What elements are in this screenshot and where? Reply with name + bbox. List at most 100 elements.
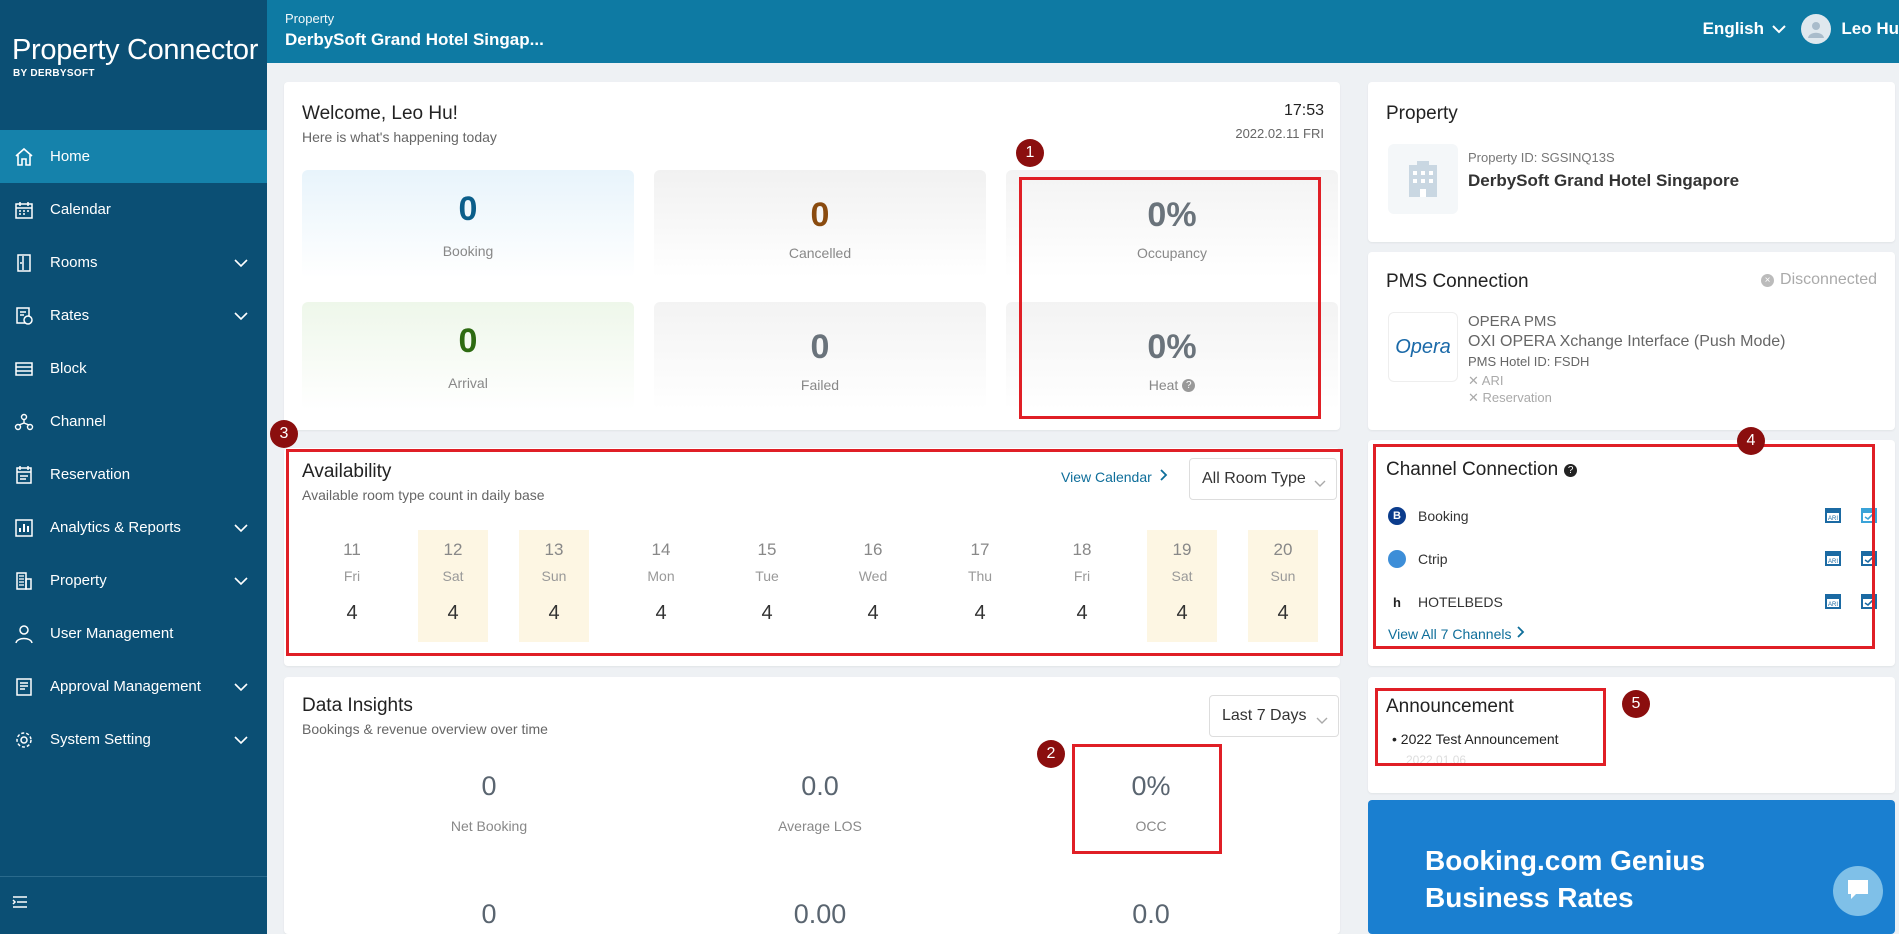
availability-day[interactable]: 12 Sat 4 [418, 530, 488, 642]
chevron-right-icon [1160, 468, 1168, 486]
app-logo[interactable]: Property Connector BY DERBYSOFT [12, 34, 258, 79]
heat-label: Heat [1148, 377, 1179, 393]
sidebar-item-label: Rooms [50, 254, 98, 271]
gear-icon [14, 730, 34, 750]
day-weekday: Wed [858, 568, 888, 584]
sidebar-item-property[interactable]: Property [0, 554, 267, 607]
availability-day[interactable]: 13 Sun 4 [519, 530, 589, 642]
sidebar-item-user-management[interactable]: User Management [0, 607, 267, 660]
booking-label: Booking [442, 243, 494, 259]
ari-calendar-icon[interactable]: ARI [1824, 506, 1842, 527]
sidebar-item-home[interactable]: Home [0, 130, 267, 183]
booking-stat[interactable]: 0 Booking [302, 170, 634, 278]
sidebar-item-calendar[interactable]: Calendar [0, 183, 267, 236]
sidebar-item-rates[interactable]: Rates [0, 289, 267, 342]
sidebar-item-rooms[interactable]: Rooms [0, 236, 267, 289]
booking-count: 0 [458, 190, 478, 228]
average-los-label: Average LOS [778, 818, 862, 834]
occupancy-stat[interactable]: 0% Occupancy [1006, 170, 1338, 278]
failed-stat[interactable]: 0 Failed [654, 302, 986, 410]
pms-interface: OXI OPERA Xchange Interface (Push Mode) [1468, 333, 1786, 350]
availability-day[interactable]: 16 Wed 4 [838, 530, 908, 642]
cancelled-stat[interactable]: 0 Cancelled [654, 170, 986, 278]
pms-name: OPERA PMS [1468, 313, 1557, 330]
chevron-down-icon[interactable] [233, 732, 249, 749]
insights-title: Data Insights [302, 695, 413, 716]
current-time: 17:53 [1283, 102, 1324, 119]
day-count: 4 [1176, 602, 1188, 624]
day-number: 19 [1172, 540, 1192, 559]
language-selector[interactable]: English [1703, 19, 1786, 39]
sidebar-item-block[interactable]: Block [0, 342, 267, 395]
channel-row[interactable]: Ctrip ARI [1388, 544, 1878, 574]
availability-day[interactable]: 18 Fri 4 [1047, 530, 1117, 642]
failed-label: Failed [800, 377, 840, 393]
sidebar-item-analytics[interactable]: Analytics & Reports [0, 501, 267, 554]
sidebar-item-label: Calendar [50, 201, 111, 218]
view-all-channels-link[interactable]: View All 7 Channels [1388, 625, 1525, 643]
annotation-badge-4: 4 [1737, 427, 1765, 455]
hotelbeds-logo-icon: h [1388, 593, 1406, 611]
top-header: Property DerbySoft Grand Hotel Singap...… [267, 0, 1899, 63]
annotation-badge-1: 1 [1016, 139, 1044, 167]
day-weekday: Thu [967, 568, 993, 584]
reservation-check-icon[interactable] [1860, 549, 1878, 570]
avatar [1801, 14, 1832, 44]
hotelbeds-logo-letter: h [1393, 594, 1401, 610]
date-range-select[interactable]: Last 7 Days [1209, 695, 1339, 737]
day-count: 4 [974, 602, 986, 624]
day-count: 4 [655, 602, 667, 624]
metric-value: 0.00 [793, 899, 847, 929]
occupancy-label: Occupancy [1136, 245, 1208, 261]
availability-day[interactable]: 11 Fri 4 [317, 530, 387, 642]
chevron-down-icon[interactable] [233, 255, 249, 272]
channel-row[interactable]: h HOTELBEDS ARI [1388, 587, 1878, 617]
availability-day[interactable]: 17 Thu 4 [945, 530, 1015, 642]
chevron-down-icon[interactable] [233, 308, 249, 325]
failed-count: 0 [810, 328, 830, 366]
user-menu[interactable]: Leo Hu [1801, 14, 1899, 44]
view-calendar-link[interactable]: View Calendar [1061, 468, 1168, 486]
channel-row[interactable]: B Booking ARI [1388, 501, 1878, 531]
arrival-stat[interactable]: 0 Arrival [302, 302, 634, 410]
reservation-check-icon[interactable] [1860, 506, 1878, 527]
room-type-select[interactable]: All Room Type [1189, 458, 1337, 500]
logo-main-text: Property Connector [12, 34, 259, 66]
announcement-title: Announcement [1386, 696, 1514, 717]
day-count: 4 [1277, 602, 1289, 624]
metric-row2: 0.0 [1031, 899, 1271, 930]
date-range-value: Last 7 Days [1222, 707, 1307, 724]
sidebar-item-channel[interactable]: Channel [0, 395, 267, 448]
chevron-down-icon[interactable] [233, 520, 249, 537]
sidebar-item-system-setting[interactable]: System Setting [0, 713, 267, 766]
availability-day[interactable]: 15 Tue 4 [732, 530, 802, 642]
property-full-name: DerbySoft Grand Hotel Singapore [1468, 171, 1740, 190]
property-label: Property [285, 11, 335, 26]
day-count: 4 [346, 602, 358, 624]
promo-banner[interactable]: Booking.com Genius Business Rates [1368, 800, 1895, 934]
chevron-down-icon[interactable] [233, 573, 249, 590]
sidebar-item-approval-management[interactable]: Approval Management [0, 660, 267, 713]
net-booking-label: Net Booking [450, 818, 528, 834]
day-number: 17 [970, 540, 990, 559]
menu-collapse-icon[interactable] [12, 895, 28, 914]
heat-stat[interactable]: 0% Heat ? [1006, 302, 1338, 410]
chevron-down-icon[interactable] [233, 679, 249, 696]
reservation-check-icon[interactable] [1860, 592, 1878, 613]
help-icon[interactable]: ? [1564, 463, 1578, 477]
sidebar-item-reservation[interactable]: Reservation [0, 448, 267, 501]
day-weekday: Tue [755, 568, 779, 584]
availability-day[interactable]: 20 Sun 4 [1248, 530, 1318, 642]
hotel-building-icon [1388, 144, 1458, 214]
welcome-title: Welcome, Leo Hu! [302, 103, 458, 124]
ari-calendar-icon[interactable]: ARI [1824, 592, 1842, 613]
chat-bubble-icon [1845, 877, 1871, 906]
availability-day[interactable]: 19 Sat 4 [1147, 530, 1217, 642]
channel-connection-card: Channel Connection ? [1368, 440, 1895, 666]
chat-button[interactable] [1833, 866, 1883, 916]
announcement-item[interactable]: • 2022 Test Announcement [1392, 731, 1559, 747]
property-selector[interactable]: DerbySoft Grand Hotel Singap... [285, 30, 544, 49]
help-icon[interactable]: ? [1182, 378, 1196, 392]
availability-day[interactable]: 14 Mon 4 [626, 530, 696, 642]
ari-calendar-icon[interactable]: ARI [1824, 549, 1842, 570]
